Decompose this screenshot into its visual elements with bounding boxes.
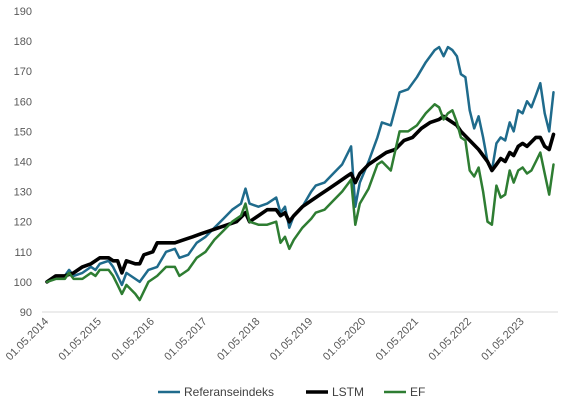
x-tick-label: 01.05.2015 (57, 316, 104, 363)
legend-item-ef: EF (384, 385, 425, 399)
x-tick-label: 01.05.2019 (268, 316, 315, 363)
legend-label-referanseindeks: Referanseindeks (184, 385, 274, 399)
y-tick-label: 140 (14, 157, 32, 169)
x-tick-label: 01.05.2016 (110, 316, 157, 363)
y-tick-label: 120 (14, 217, 32, 229)
x-axis: 01.05.2014 01.05.2015 01.05.2016 01.05.2017… (4, 311, 558, 363)
y-axis: 90 100 110 120 130 140 150 160 170 180 190 (14, 6, 32, 319)
x-tick-label: 01.05.2022 (427, 316, 474, 363)
x-tick-label: 01.05.2021 (374, 316, 421, 363)
y-tick-label: 150 (14, 126, 32, 138)
legend: Referanseindeks LSTM EF (158, 385, 425, 399)
x-tick-label: 01.05.2020 (321, 316, 368, 363)
legend-label-ef: EF (410, 385, 425, 399)
legend-label-lstm: LSTM (332, 385, 364, 399)
y-tick-label: 110 (14, 247, 32, 259)
y-tick-label: 170 (14, 66, 32, 78)
x-tick-label: 01.05.2023 (479, 316, 526, 363)
y-tick-label: 90 (20, 307, 32, 319)
series-lines (45, 45, 556, 302)
y-tick-label: 190 (14, 6, 32, 18)
y-tick-label: 130 (14, 187, 32, 199)
x-tick-label: 01.05.2018 (215, 316, 262, 363)
legend-item-referanseindeks: Referanseindeks (158, 385, 274, 399)
y-tick-label: 180 (14, 36, 32, 48)
series-line-referanseindeks (45, 45, 555, 287)
x-tick-label: 01.05.2017 (162, 316, 209, 363)
legend-item-lstm: LSTM (306, 385, 364, 399)
y-tick-label: 160 (14, 96, 32, 108)
series-line-ef (45, 103, 555, 302)
series-line-lstm (45, 114, 556, 284)
y-tick-label: 100 (14, 277, 32, 289)
x-tick-label: 01.05.2014 (4, 316, 51, 363)
